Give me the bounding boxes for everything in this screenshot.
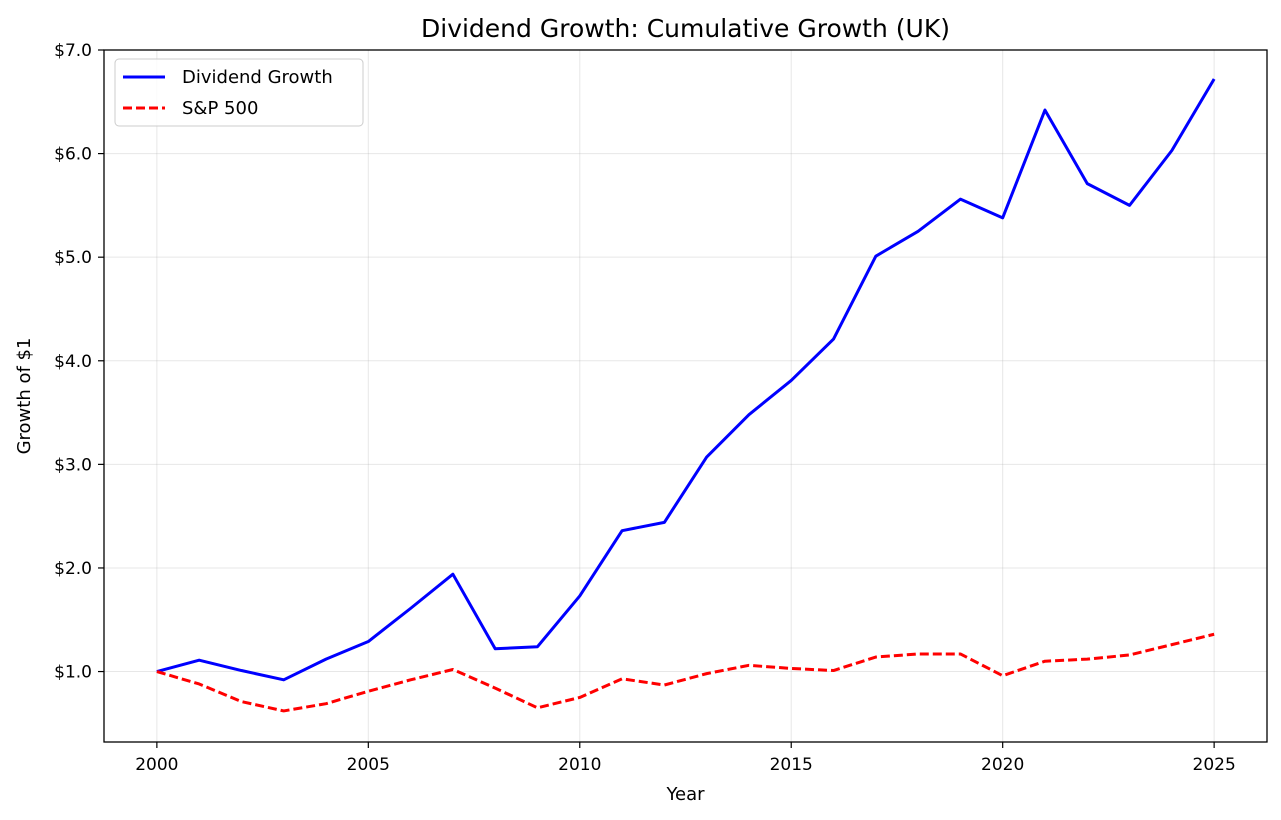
- series-line-0: [156, 78, 1216, 682]
- y-axis-label: Growth of $1: [14, 338, 35, 455]
- x-tick-label: 2015: [770, 755, 813, 775]
- y-tick-label: $2.0: [54, 559, 92, 579]
- y-tick-label: $3.0: [54, 455, 92, 475]
- series-line-1: [156, 632, 1215, 713]
- legend-box: [114, 58, 364, 127]
- grid: [104, 49, 1267, 742]
- y-tick-label: $5.0: [54, 248, 92, 268]
- plot-frame: [103, 49, 1268, 743]
- ticks: 2000 2005 2010 2015 2020 2025 $1.0 $2.0 $3.0 $4.0…: [54, 41, 1236, 775]
- y-tick-label: $7.0: [54, 41, 92, 61]
- x-tick-label: 2020: [981, 755, 1024, 775]
- x-tick-label: 2005: [347, 755, 390, 775]
- series-layer: [156, 78, 1216, 713]
- x-tick-label: 2000: [135, 755, 178, 775]
- x-tick-label: 2010: [558, 755, 601, 775]
- y-tick-label: $1.0: [54, 663, 92, 683]
- legend: Dividend Growth S&P 500: [114, 58, 364, 127]
- legend-label-0: Dividend Growth: [182, 67, 333, 88]
- y-tick-label: $4.0: [54, 352, 92, 372]
- y-tick-label: $6.0: [54, 145, 92, 165]
- chart-title: Dividend Growth: Cumulative Growth (UK): [421, 14, 950, 43]
- x-axis-label: Year: [665, 784, 705, 805]
- x-tick-label: 2025: [1193, 755, 1236, 775]
- legend-label-1: S&P 500: [182, 98, 258, 119]
